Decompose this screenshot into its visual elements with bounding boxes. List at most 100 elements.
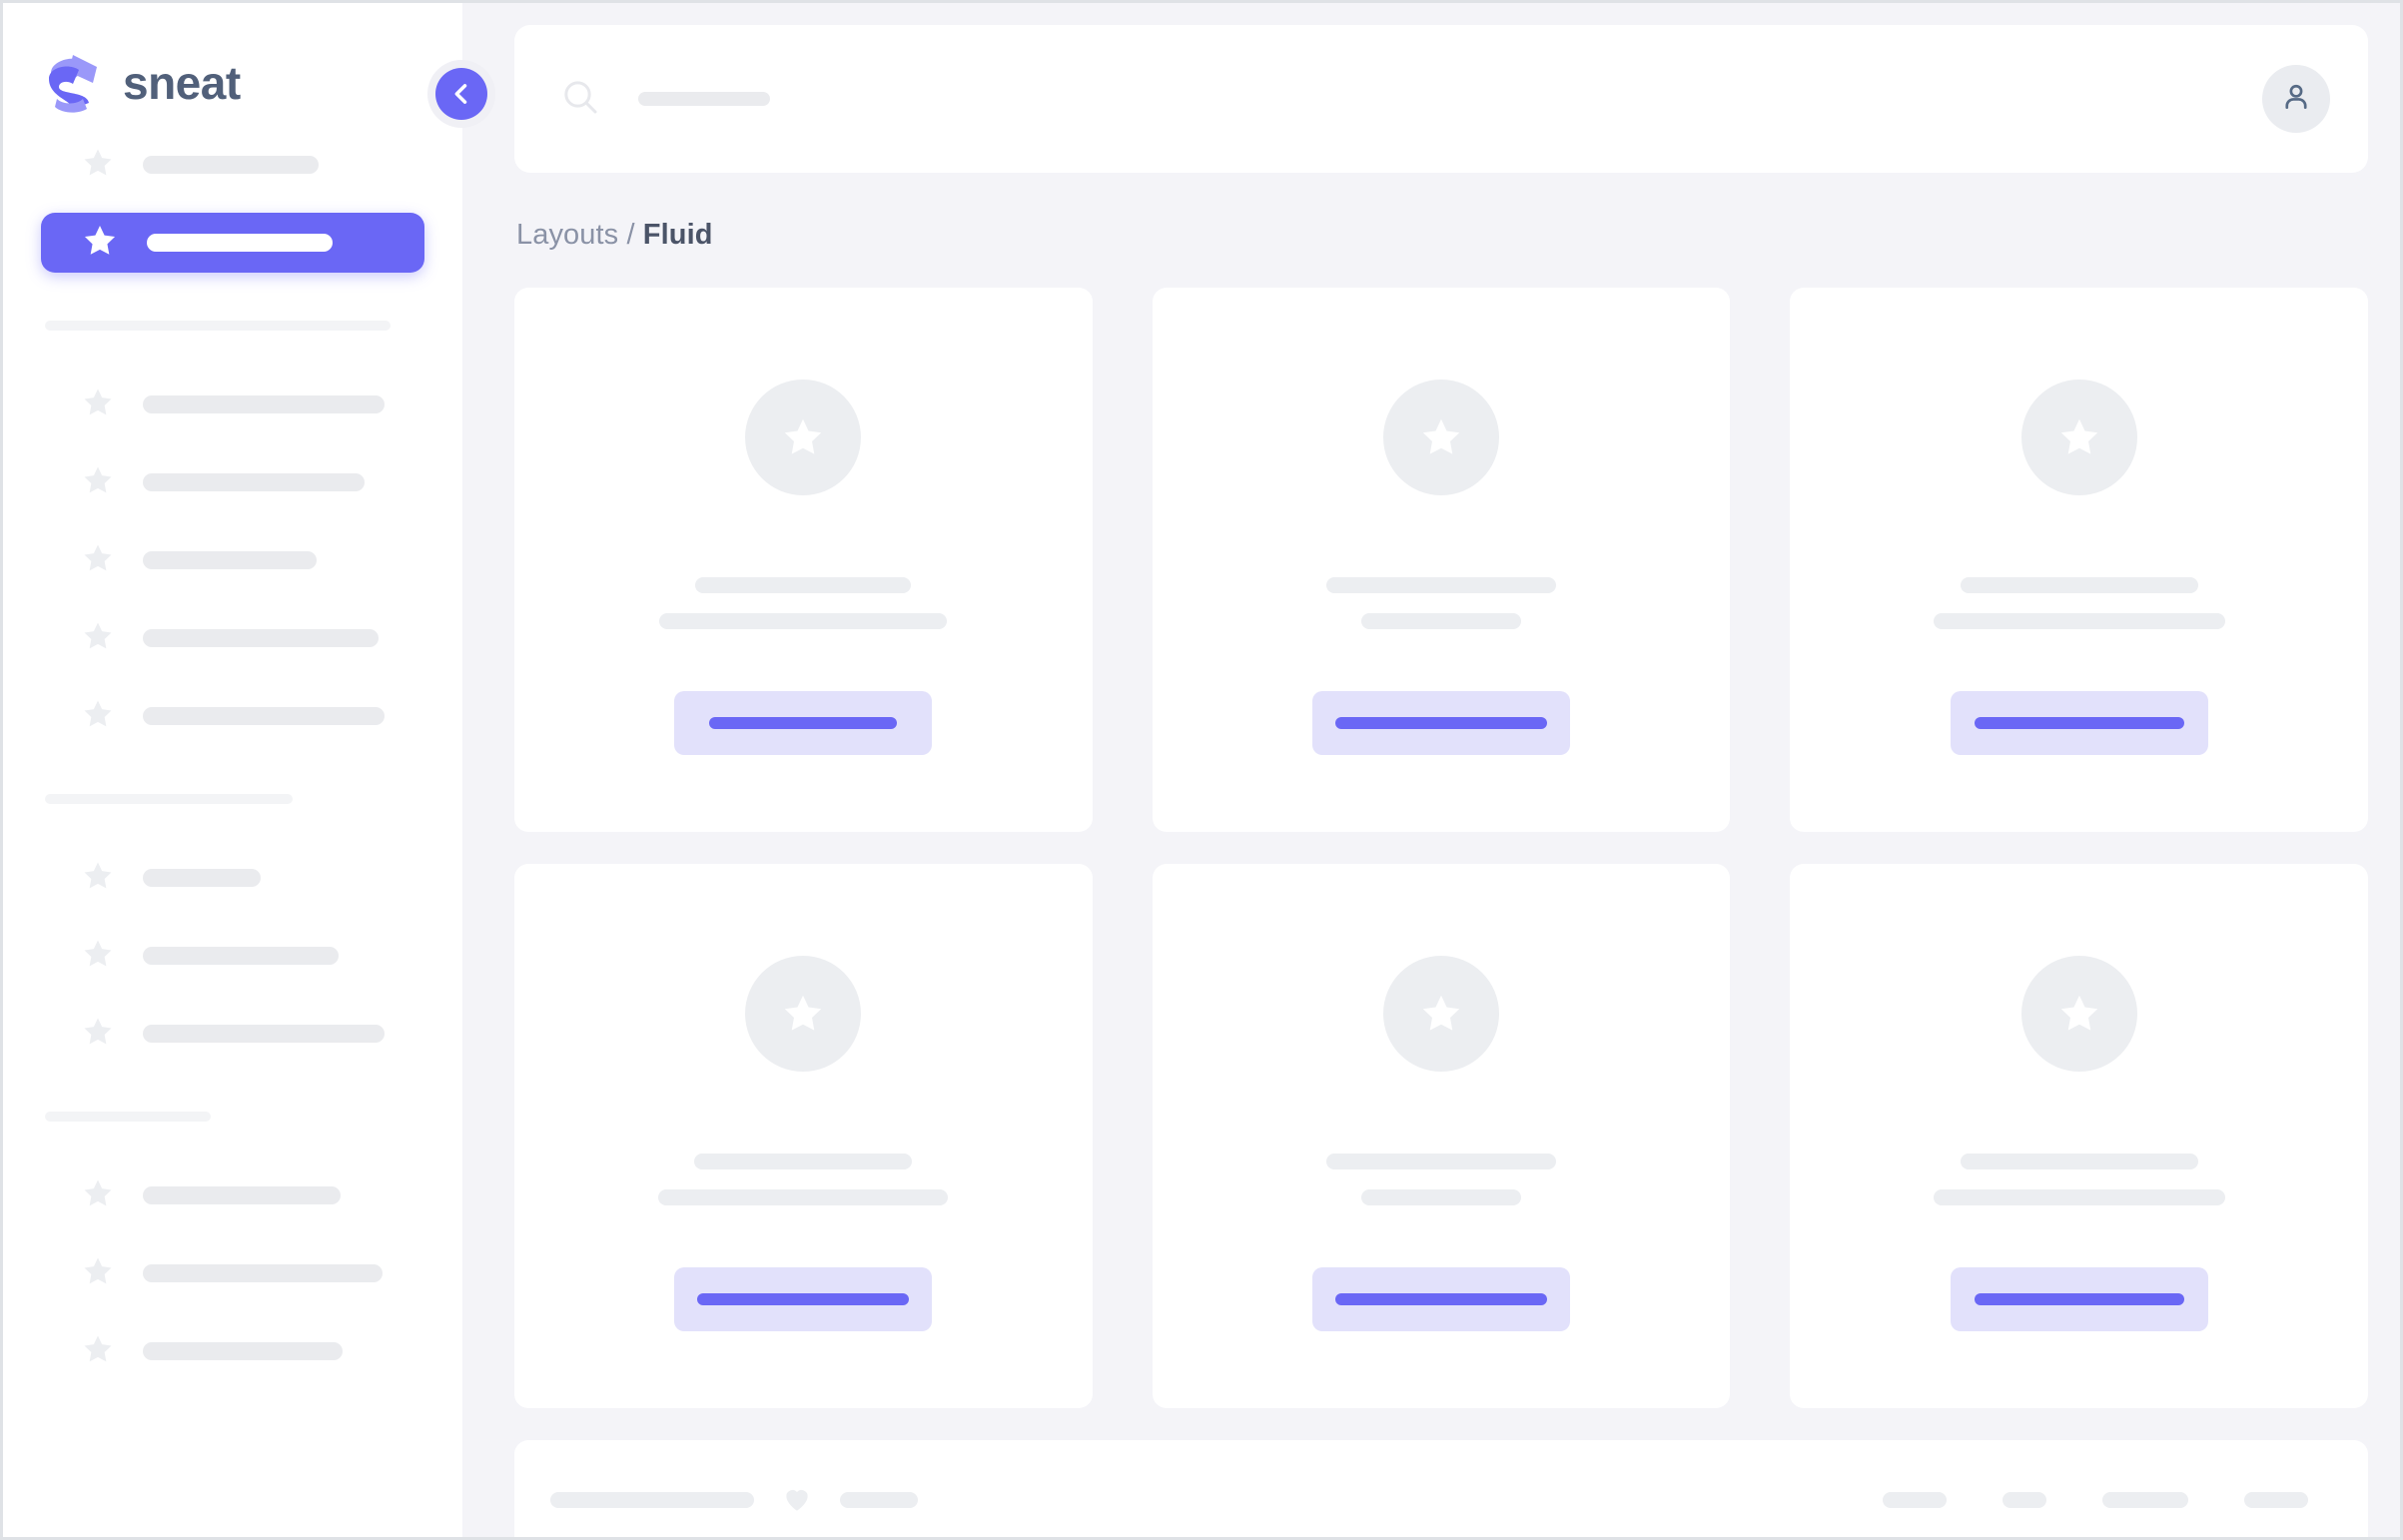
- sidebar-item-11[interactable]: [41, 1243, 424, 1303]
- footer-author-placeholder: [840, 1492, 918, 1508]
- star-icon: [81, 619, 115, 658]
- footer-link-2[interactable]: [2102, 1492, 2188, 1508]
- sidebar-item-0[interactable]: [41, 135, 424, 195]
- sidebar-section-divider-2: [45, 794, 293, 804]
- breadcrumb-current: Fluid: [642, 219, 713, 251]
- star-icon: [81, 1254, 115, 1293]
- sidebar-item-2[interactable]: [41, 375, 424, 434]
- card-action-label: [1334, 1293, 1547, 1305]
- sidebar-item-label: [143, 156, 319, 174]
- search-icon: [560, 77, 600, 122]
- star-icon: [81, 859, 115, 898]
- card-subtitle-placeholder: [658, 1189, 949, 1205]
- card-subtitle-placeholder: [1360, 613, 1521, 629]
- card-avatar: [745, 380, 862, 495]
- card-subtitle-placeholder: [659, 613, 948, 629]
- card-0[interactable]: [514, 288, 1093, 832]
- sidebar-item-3[interactable]: [41, 452, 424, 512]
- card-subtitle-placeholder: [1360, 1189, 1521, 1205]
- card-action-button[interactable]: [674, 691, 933, 755]
- card-action-button[interactable]: [1950, 691, 2208, 755]
- sidebar-item-label: [143, 1264, 383, 1282]
- sidebar-item-7[interactable]: [41, 848, 424, 908]
- card-action-label: [709, 717, 898, 729]
- sidebar-item-label: [143, 869, 261, 887]
- card-title-placeholder: [695, 577, 912, 593]
- sidebar-item-label: [143, 395, 385, 413]
- card-3[interactable]: [514, 864, 1093, 1408]
- card-subtitle-placeholder: [1933, 1189, 2225, 1205]
- card-avatar: [1382, 956, 1499, 1072]
- sidebar-item-label: [143, 1342, 343, 1360]
- sidebar-item-label: [143, 629, 379, 647]
- card-action-button[interactable]: [1311, 691, 1570, 755]
- card-2[interactable]: [1790, 288, 2368, 832]
- chevron-left-icon: [435, 68, 487, 120]
- sidebar: sneat: [3, 3, 462, 1537]
- sidebar-item-label: [143, 551, 317, 569]
- card-action-button[interactable]: [1311, 1267, 1570, 1331]
- footer-copyright: [550, 1481, 918, 1520]
- footer: [514, 1440, 2368, 1537]
- avatar[interactable]: [2262, 65, 2330, 133]
- sidebar-item-12[interactable]: [41, 1321, 424, 1381]
- breadcrumb-parent[interactable]: Layouts: [516, 219, 619, 251]
- sidebar-item-6[interactable]: [41, 686, 424, 746]
- sidebar-item-label: [147, 234, 333, 252]
- star-icon: [81, 146, 115, 185]
- star-icon: [81, 937, 115, 976]
- footer-link-3[interactable]: [2244, 1492, 2308, 1508]
- card-action-label: [1334, 717, 1547, 729]
- star-icon: [81, 463, 115, 502]
- breadcrumb: Layouts / Fluid: [516, 219, 2368, 252]
- card-grid: [514, 288, 2368, 1408]
- sidebar-item-8[interactable]: [41, 926, 424, 986]
- card-title-placeholder: [1960, 577, 2198, 593]
- sidebar-item-10[interactable]: [41, 1165, 424, 1225]
- search-input[interactable]: [638, 92, 770, 106]
- search-field[interactable]: [560, 77, 2226, 122]
- breadcrumb-separator: /: [626, 219, 635, 251]
- star-icon: [81, 697, 115, 736]
- star-icon: [81, 1176, 115, 1215]
- sidebar-item-9[interactable]: [41, 1004, 424, 1064]
- footer-text-placeholder: [550, 1492, 754, 1508]
- sidebar-item-5[interactable]: [41, 608, 424, 668]
- sidebar-item-label: [143, 707, 385, 725]
- card-title-placeholder: [1325, 577, 1556, 593]
- card-avatar: [2020, 956, 2137, 1072]
- card-title-placeholder: [1960, 1154, 2198, 1169]
- star-icon: [81, 541, 115, 580]
- footer-link-0[interactable]: [1883, 1492, 1947, 1508]
- star-icon: [81, 385, 115, 424]
- sidebar-item-label: [143, 473, 365, 491]
- card-action-label: [1974, 1293, 2184, 1305]
- card-action-button[interactable]: [674, 1267, 933, 1331]
- brand-name: sneat: [123, 57, 241, 109]
- heart-icon: [780, 1481, 814, 1520]
- star-icon: [81, 1332, 115, 1371]
- sidebar-item-label: [143, 1186, 341, 1204]
- card-action-label: [1974, 717, 2184, 729]
- card-4[interactable]: [1152, 864, 1731, 1408]
- sneat-s-logo-icon: [43, 53, 101, 113]
- sidebar-item-4[interactable]: [41, 530, 424, 590]
- card-action-label: [697, 1293, 910, 1305]
- footer-links: [1883, 1492, 2308, 1508]
- user-icon: [2279, 80, 2313, 119]
- card-1[interactable]: [1152, 288, 1731, 832]
- card-action-button[interactable]: [1950, 1267, 2208, 1331]
- card-5[interactable]: [1790, 864, 2368, 1408]
- card-avatar: [2020, 380, 2137, 495]
- sidebar-collapse-toggle[interactable]: [427, 60, 495, 128]
- card-title-placeholder: [1325, 1154, 1556, 1169]
- main-content: Layouts / Fluid: [462, 3, 2400, 1537]
- card-title-placeholder: [694, 1154, 913, 1169]
- brand[interactable]: sneat: [3, 3, 462, 121]
- sidebar-item-1-active[interactable]: [41, 213, 424, 273]
- footer-link-1[interactable]: [2002, 1492, 2046, 1508]
- star-icon: [81, 222, 119, 265]
- sidebar-section-divider-3: [45, 1112, 211, 1122]
- sidebar-section-divider-1: [45, 321, 391, 331]
- card-avatar: [1382, 380, 1499, 495]
